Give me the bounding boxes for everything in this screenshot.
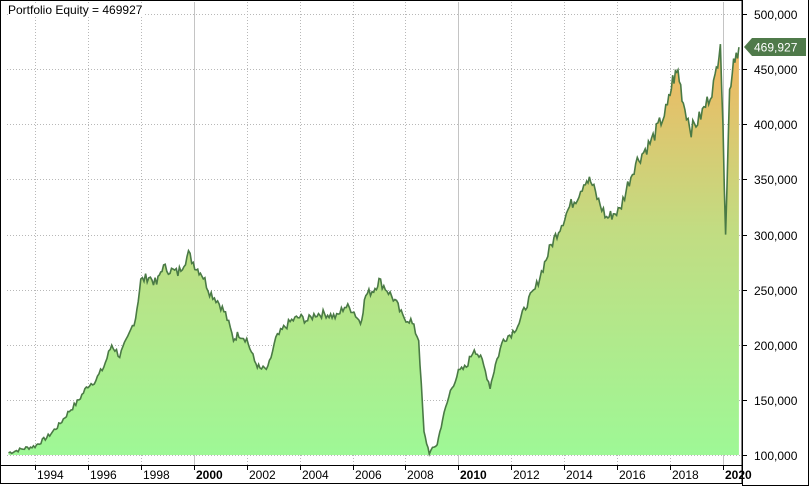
y-tick-label: 450,000: [754, 63, 798, 77]
y-tick-label: 250,000: [754, 284, 798, 298]
x-axis: 1994 1996 1998 2000 2002 2004 2006 2008 2010 2012…: [35, 465, 752, 482]
x-tick-label: 2018: [672, 468, 699, 482]
x-tick-label: 2016: [619, 468, 646, 482]
x-tick-label: 1998: [143, 468, 170, 482]
last-value-marker: 469,927: [744, 38, 806, 56]
x-tick-label: 2008: [407, 468, 434, 482]
chart-title: Portfolio Equity = 469927: [8, 3, 145, 17]
last-value-arrow-icon: [744, 38, 806, 56]
equity-line: [8, 44, 740, 458]
y-tick-label: 150,000: [754, 394, 798, 408]
y-tick-label: 300,000: [754, 229, 798, 243]
y-tick-label: 400,000: [754, 118, 798, 132]
x-tick-label: 2012: [513, 468, 540, 482]
y-axis: 100,000 150,000 200,000 250,000 300,000 350,0…: [742, 8, 798, 463]
last-value-label: 469,927: [754, 41, 798, 55]
x-tick-label: 2010: [460, 468, 487, 482]
y-tick-label: 100,000: [754, 449, 798, 463]
x-tick-label: 2002: [249, 468, 276, 482]
x-tick-label: 2014: [566, 468, 593, 482]
x-tick-label: 1996: [90, 468, 117, 482]
x-tick-label: 2020: [725, 468, 752, 482]
x-tick-label: 2004: [302, 468, 329, 482]
y-tick-label: 200,000: [754, 339, 798, 353]
equity-area: [8, 44, 739, 455]
y-tick-label: 500,000: [754, 8, 798, 22]
y-tick-label: 350,000: [754, 173, 798, 187]
x-tick-label: 2006: [355, 468, 382, 482]
x-tick-label: 1994: [37, 468, 64, 482]
x-tick-label: 2000: [196, 468, 223, 482]
